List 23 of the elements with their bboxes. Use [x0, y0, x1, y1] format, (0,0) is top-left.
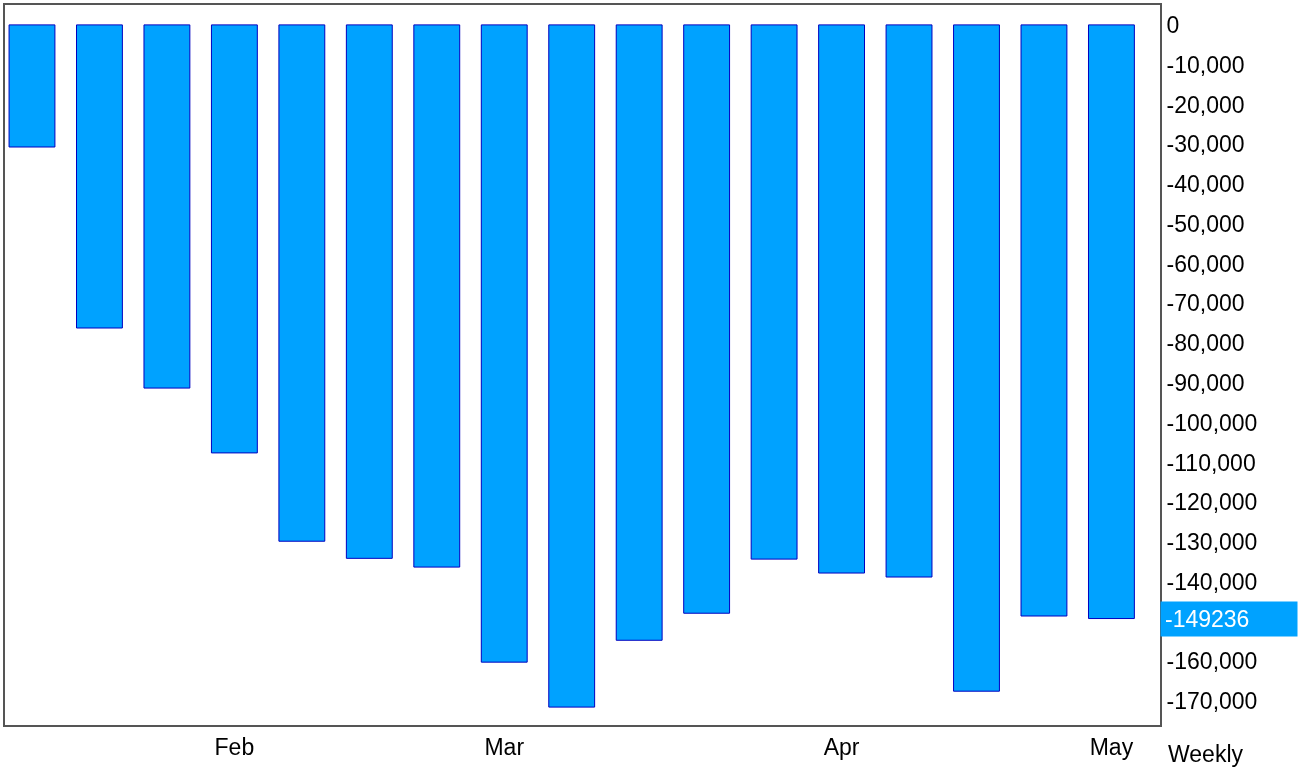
y-tick-label: -160,000	[1166, 648, 1258, 675]
text: Weekly	[1168, 741, 1244, 767]
y-tick-label: -110,000	[1166, 449, 1256, 476]
y-tick-label: -120,000	[1166, 489, 1258, 516]
y-tick-label: -90,000	[1166, 369, 1245, 396]
y-tick-label: 0	[1166, 11, 1180, 38]
y-tick-label: -140,000	[1166, 568, 1258, 595]
y-tick-label: -170,000	[1166, 688, 1258, 715]
text: -149236	[1165, 606, 1250, 632]
y-tick-label: -130,000	[1166, 529, 1258, 556]
y-tick-label: -20,000	[1166, 91, 1245, 118]
y-tick-label: -50,000	[1166, 210, 1245, 237]
x-tick-label: Feb	[214, 733, 255, 760]
y-tick-label: -60,000	[1166, 250, 1245, 277]
x-tick-label: Mar	[484, 733, 525, 760]
y-tick-label: -100,000	[1166, 409, 1258, 436]
x-tick-label: May	[1089, 733, 1134, 760]
y-tick-label: -40,000	[1166, 171, 1245, 198]
y-tick-label: -30,000	[1166, 131, 1245, 158]
y-tick-label: -10,000	[1166, 51, 1245, 78]
y-tick-label: -70,000	[1166, 290, 1245, 317]
y-tick-label: -80,000	[1166, 330, 1245, 357]
x-tick-label: Apr	[823, 733, 860, 760]
